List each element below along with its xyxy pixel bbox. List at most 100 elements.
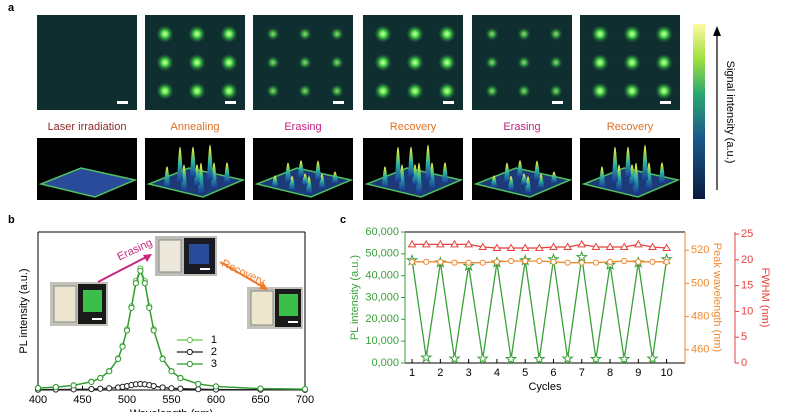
marker (534, 243, 544, 251)
inset-vial (53, 285, 77, 323)
x-tick-label: 5 (522, 367, 528, 379)
spot (623, 53, 641, 72)
y2-tick-label: 460 (691, 344, 709, 356)
legend-label: 2 (211, 346, 217, 358)
x-tick-label: 10 (660, 367, 672, 379)
spike (272, 175, 278, 187)
marker (635, 258, 642, 265)
scale-bar (225, 101, 236, 104)
y-tick-label: 50,000 (365, 248, 399, 260)
marker (619, 242, 629, 250)
legend-label: 1 (211, 334, 217, 346)
marker (106, 385, 113, 392)
x-tick-label: 650 (251, 394, 269, 406)
scale-bar (443, 101, 454, 104)
spot (188, 25, 206, 43)
spike (382, 166, 388, 187)
marker (97, 385, 104, 392)
spike (599, 166, 605, 187)
spike (491, 175, 497, 187)
spike (429, 162, 435, 188)
spot (549, 55, 563, 70)
marker (646, 352, 659, 364)
spot (156, 82, 174, 100)
arrow (97, 254, 151, 283)
spot (485, 27, 499, 41)
spot (623, 82, 641, 100)
spot (406, 82, 424, 100)
marker (605, 242, 615, 250)
marker (563, 242, 572, 250)
marker (115, 355, 122, 363)
spot (220, 25, 238, 43)
inset-vial (158, 239, 182, 273)
x-tick-label: 450 (73, 394, 91, 406)
marker (448, 352, 461, 364)
series-line (411, 257, 668, 360)
marker (141, 280, 148, 287)
spike (646, 162, 652, 188)
marker (589, 352, 603, 365)
marker (450, 239, 459, 248)
spike (207, 144, 213, 180)
y2-tick-label: 480 (691, 310, 709, 322)
marker (504, 352, 518, 365)
spot (517, 84, 531, 98)
marker (492, 243, 502, 251)
series-line (37, 268, 306, 390)
marker (506, 243, 516, 251)
spot (655, 82, 673, 100)
marker (177, 385, 184, 392)
spike (332, 171, 338, 183)
marker (465, 259, 472, 266)
marker (177, 375, 184, 382)
spot (298, 84, 312, 98)
marker (301, 386, 309, 393)
scale-bar (200, 268, 210, 270)
spike (625, 146, 631, 177)
spot (220, 82, 238, 100)
spike (616, 164, 622, 190)
x-tick-label: 9 (635, 367, 641, 379)
image-label: Erasing (284, 121, 321, 133)
marker (420, 350, 433, 363)
arrow (219, 261, 266, 289)
spot (517, 55, 531, 70)
marker (633, 239, 643, 248)
spot (623, 25, 641, 43)
spot (655, 25, 673, 43)
inset-blue (189, 244, 209, 264)
y3-tick-label: 10 (741, 305, 753, 317)
spot (330, 84, 344, 98)
spot (549, 84, 563, 98)
spot (438, 25, 456, 43)
spot (374, 53, 392, 72)
marker (564, 259, 571, 266)
marker (132, 280, 139, 287)
marker (34, 385, 42, 392)
y3-tick-label: 20 (741, 254, 753, 266)
marker (437, 258, 444, 265)
y-tick-label: 40,000 (365, 270, 399, 282)
spike (306, 176, 312, 193)
marker (464, 239, 474, 248)
spot (266, 27, 280, 41)
spike (177, 146, 183, 182)
y2-tick-label: 520 (691, 244, 709, 256)
marker (159, 355, 166, 363)
spike (315, 160, 321, 180)
spot (549, 27, 563, 41)
spike (190, 146, 196, 177)
spot (156, 25, 174, 43)
spot (188, 53, 206, 72)
spot (298, 27, 312, 41)
marker (662, 243, 671, 251)
marker (119, 343, 126, 350)
marker (536, 257, 543, 265)
y3-tick-label: 25 (741, 228, 753, 240)
spot (591, 53, 609, 72)
marker (617, 352, 631, 365)
spike (551, 171, 557, 183)
